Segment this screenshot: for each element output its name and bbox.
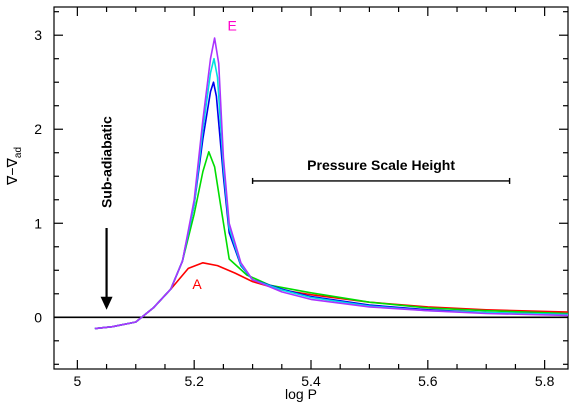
x-tick-label: 5.8 [535, 373, 555, 389]
y-tick-label: 3 [34, 27, 42, 43]
annotations-group: Sub-adiabatic Pressure Scale Height [99, 116, 511, 310]
y-axis-title-subscript: ad [13, 147, 24, 158]
y-tick-label: 1 [34, 215, 42, 231]
plot-border [53, 6, 569, 370]
series-group: AE [94, 18, 569, 330]
x-axis-title: log P [285, 386, 317, 402]
series-label-0: A [192, 276, 202, 292]
y-axis-title: ∇−∇ad [4, 147, 24, 186]
plot-frame [53, 6, 569, 370]
ticks-group: 5 5.2 5.4 5.6 5.8 0 1 2 3 [34, 7, 568, 389]
sub-adiabatic-arrowhead [100, 296, 113, 310]
x-tick-label: 5.2 [184, 373, 204, 389]
sub-adiabatic-label: Sub-adiabatic [99, 116, 115, 208]
series-line-3 [94, 57, 569, 330]
y-tick-label: 0 [34, 309, 42, 325]
x-tick-label: 5 [73, 373, 81, 389]
series-line-2 [94, 81, 569, 330]
series-line-4 [94, 37, 569, 330]
x-tick-label: 5.6 [418, 373, 438, 389]
y-tick-label: 2 [34, 121, 42, 137]
series-label-top: E [227, 18, 236, 34]
x-tick-label: 5.4 [301, 373, 321, 389]
y-axis-title-main: ∇−∇ [4, 157, 20, 186]
pressure-scale-height-label: Pressure Scale Height [307, 157, 455, 173]
